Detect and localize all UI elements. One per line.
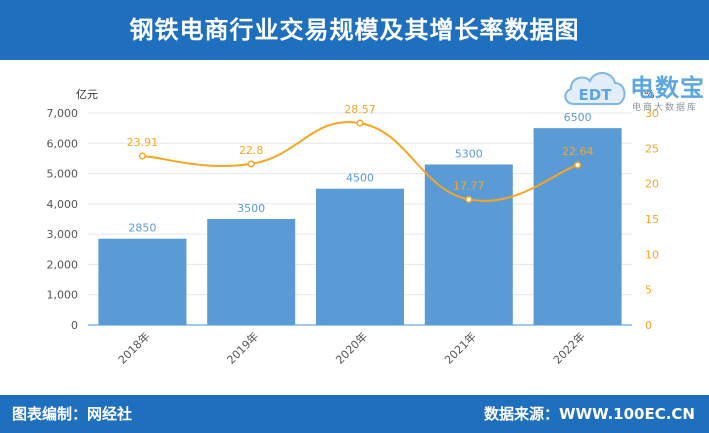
y-right-tick-label: 15 [645,213,659,226]
line-point [356,119,364,127]
title-bar: 钢铁电商行业交易规模及其增长率数据图 [0,0,709,60]
footer-credit: 图表编制：网经社 [12,405,133,423]
line-point [465,195,473,203]
line-data-label: 23.91 [127,136,159,149]
y-right-tick-label: 25 [645,142,659,155]
bar [424,164,513,325]
line-point [247,160,255,168]
y-left-tick-label: 2,000 [47,258,79,271]
line-point [574,161,582,169]
y-left-tick-label: 5,000 [47,168,79,181]
y-left-tick-label: 7,000 [47,107,79,120]
line-data-label: 22.8 [239,144,264,157]
bar-data-label: 5300 [455,147,483,160]
line-data-label: 17.77 [453,179,485,192]
y-right-unit: % [644,88,654,101]
bar [316,188,404,325]
y-left-tick-label: 6,000 [47,137,79,150]
y-left-tick-label: 0 [71,319,78,332]
watermark-logo: EDT 电数宝 电商大数据库 [560,62,705,118]
y-right-tick-label: 20 [645,178,659,191]
y-right-tick-label: 30 [645,107,659,120]
watermark-brand: 电数宝 [630,74,705,102]
x-tick-label: 2020年 [333,329,370,366]
bar-data-label: 2850 [128,222,156,235]
bar-data-label: 4500 [346,172,374,185]
line-data-label: 28.57 [344,103,376,116]
line-point [138,152,146,160]
cloud-logo-icon: EDT [564,72,626,105]
watermark-tagline: 电商大数据库 [632,103,699,113]
chart-area: 0 1,000 2,000 3,000 4,000 5,000 6,000 7,000 0 5 10… [47,88,660,367]
y-left-tick-label: 1,000 [47,289,79,302]
bar [98,238,187,325]
watermark-cloud-text: EDT [579,86,613,104]
bar [207,219,296,325]
x-tick-label: 2018年 [115,329,152,366]
x-tick-label: 2021年 [441,329,478,366]
bar-data-label: 3500 [237,202,265,215]
bar-data-label: 6500 [564,111,592,124]
line-data-label: 22.64 [562,145,594,158]
y-right-tick-label: 0 [645,319,652,332]
x-tick-label: 2022年 [550,329,587,366]
y-right-tick-label: 10 [645,248,659,261]
bar [533,128,622,325]
chart-title: 钢铁电商行业交易规模及其增长率数据图 [129,16,580,44]
y-left-unit: 亿元 [76,88,98,101]
footer-bar: 图表编制：网经社 数据来源：WWW.100EC.CN [0,395,709,433]
y-right-tick-label: 5 [645,284,652,297]
y-left-tick-label: 3,000 [47,228,79,241]
x-tick-label: 2019年 [224,329,261,366]
footer-source: 数据来源：WWW.100EC.CN [484,405,695,423]
y-left-tick-label: 4,000 [47,198,79,211]
